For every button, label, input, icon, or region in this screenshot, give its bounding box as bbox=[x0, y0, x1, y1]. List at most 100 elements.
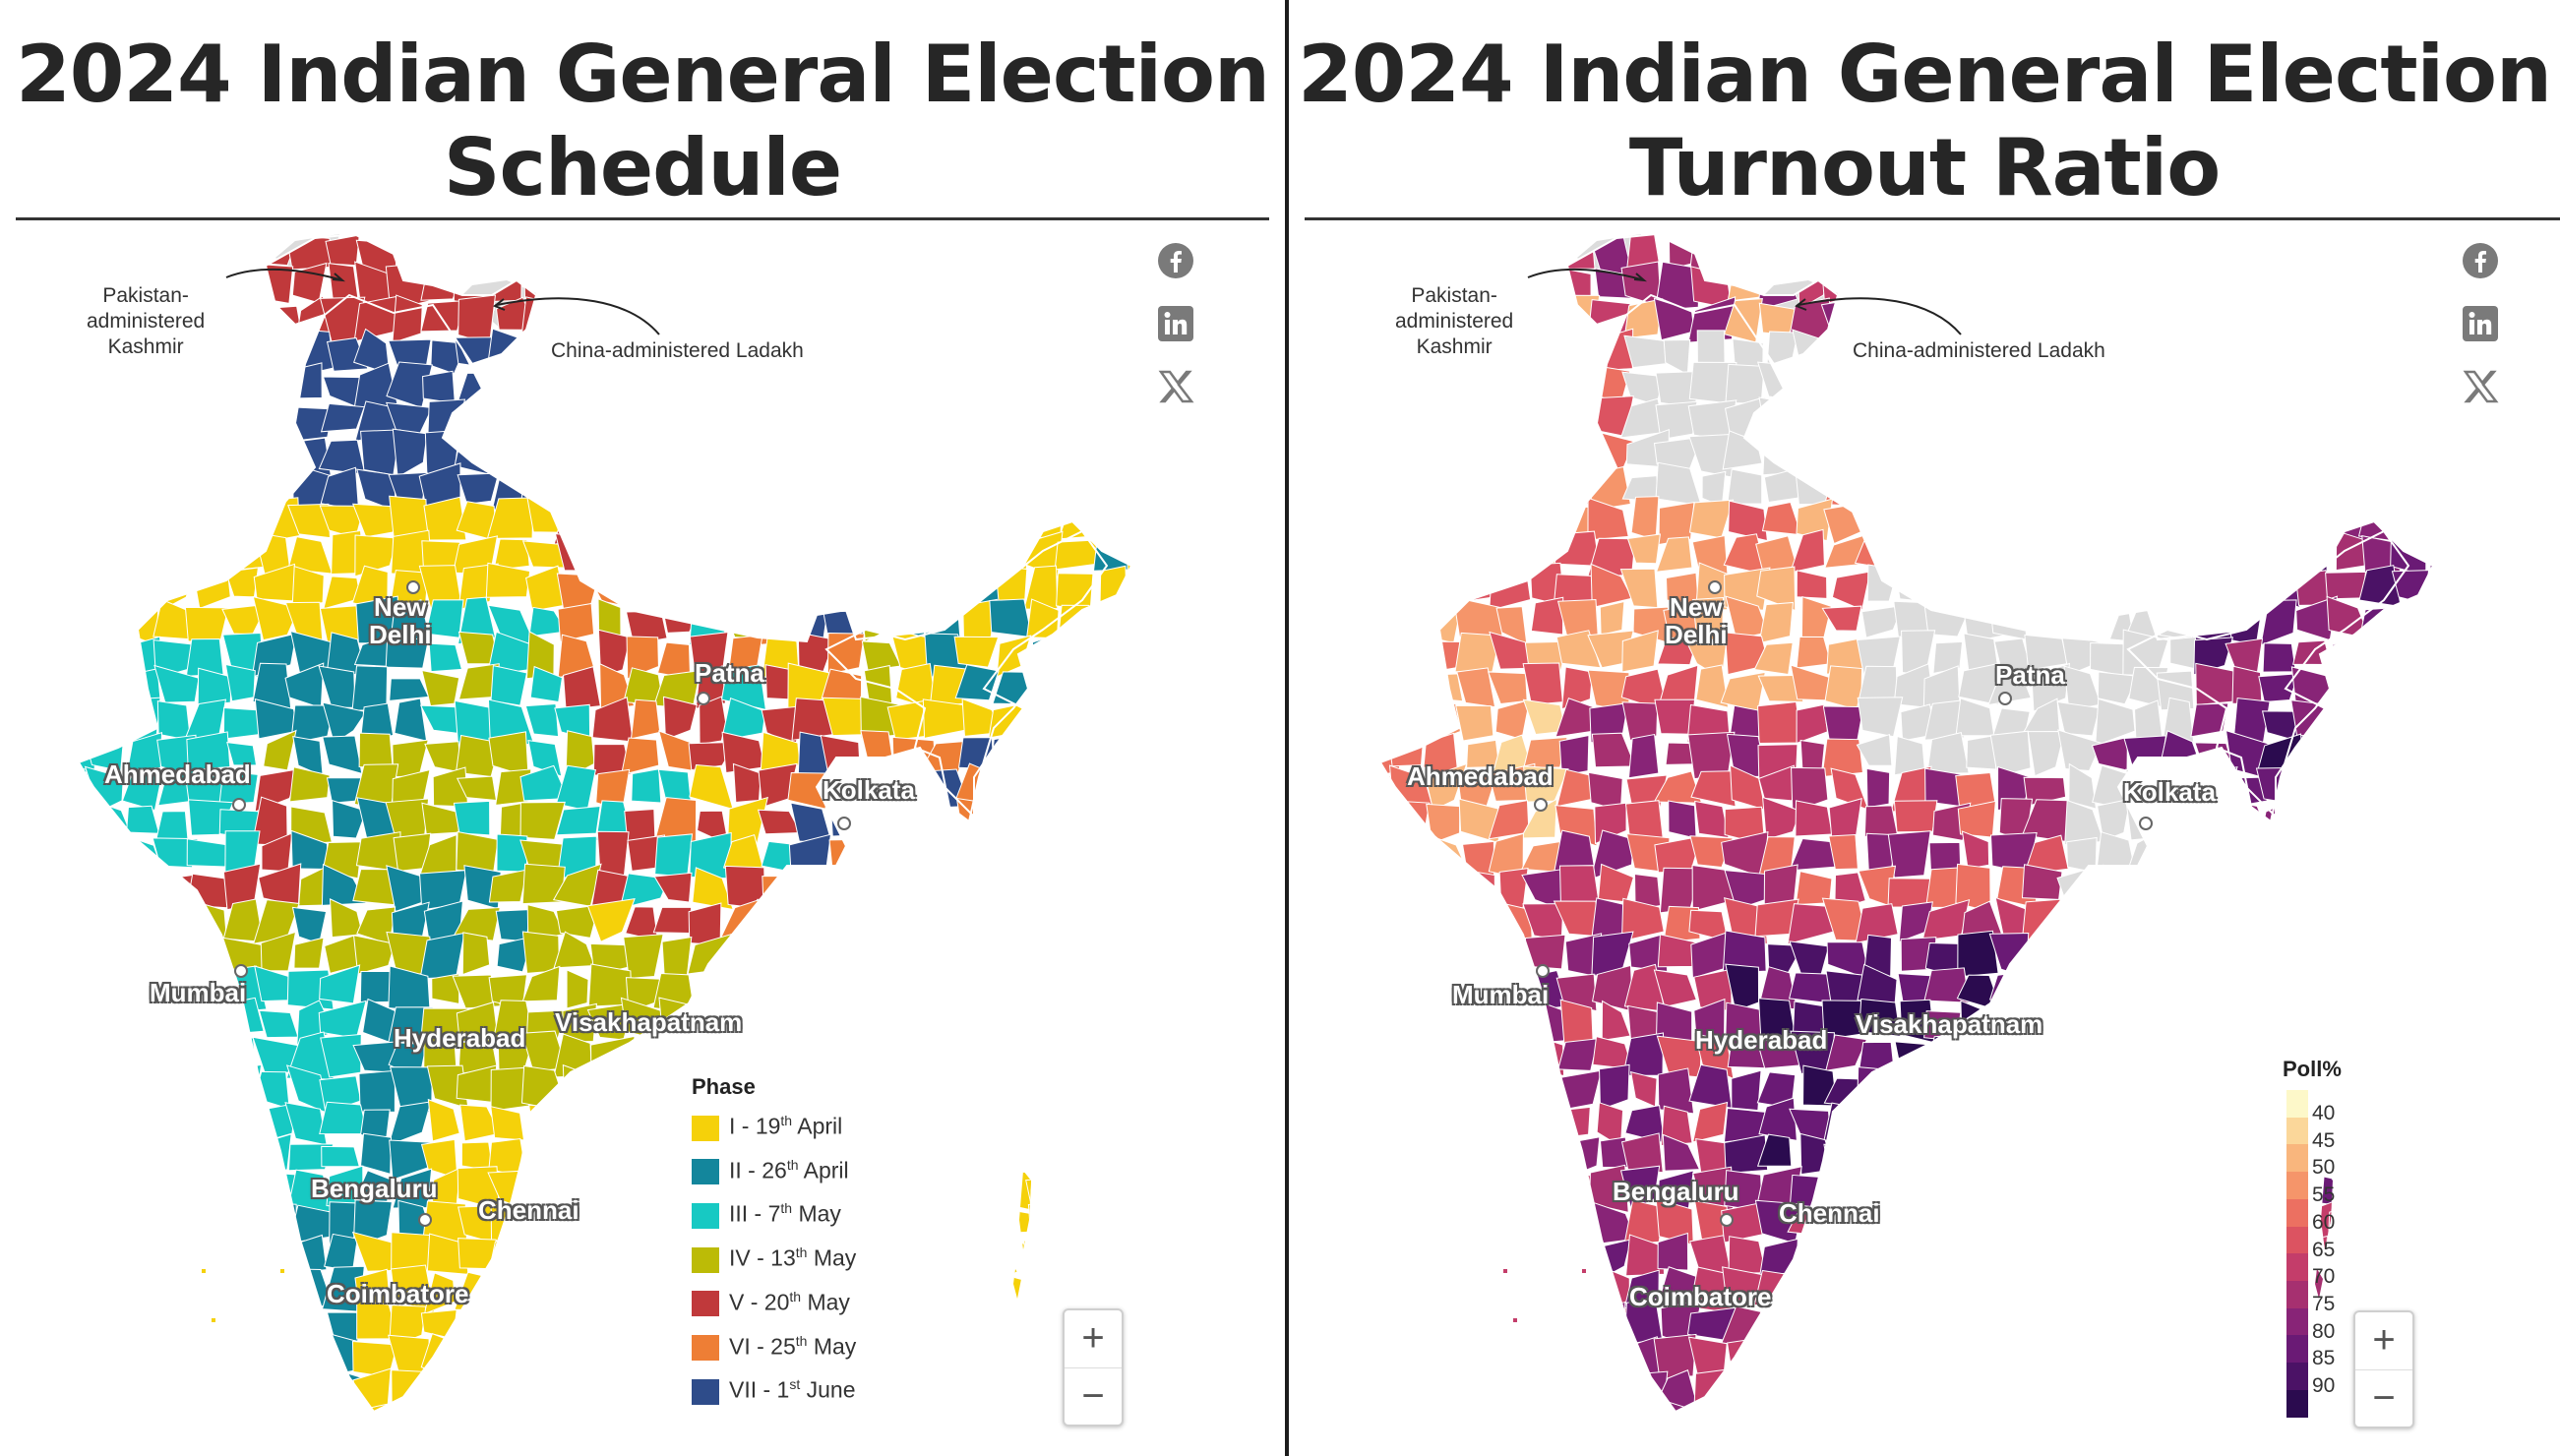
constituency bbox=[1419, 1268, 1465, 1304]
constituency bbox=[2357, 499, 2407, 543]
zoom-in-button[interactable]: + bbox=[2355, 1312, 2412, 1370]
zoom-out-button[interactable]: − bbox=[1081, 1374, 1105, 1418]
constituency bbox=[991, 1305, 1035, 1342]
constituency bbox=[1054, 1103, 1093, 1148]
constituency bbox=[1424, 1169, 1469, 1212]
constituency bbox=[2165, 997, 2198, 1036]
turnout-map[interactable] bbox=[1289, 220, 2560, 1456]
constituency bbox=[922, 698, 969, 739]
constituency bbox=[1693, 1367, 1737, 1412]
constituency bbox=[318, 665, 356, 708]
constituency bbox=[1419, 1105, 1465, 1147]
constituency bbox=[928, 1237, 969, 1273]
constituency bbox=[2425, 963, 2433, 1013]
constituency bbox=[1024, 400, 1067, 434]
constituency bbox=[2129, 234, 2168, 277]
constituency bbox=[1619, 1165, 1661, 1212]
constituency bbox=[1988, 970, 2031, 1001]
constituency bbox=[351, 665, 389, 711]
constituency bbox=[928, 438, 963, 475]
constituency bbox=[255, 1299, 297, 1343]
constituency bbox=[958, 1341, 996, 1380]
constituency bbox=[1821, 1400, 1861, 1412]
constituency bbox=[319, 964, 361, 1004]
schedule-map[interactable] bbox=[0, 220, 1285, 1456]
phase-legend-item: III - 7th May bbox=[692, 1200, 841, 1230]
constituency bbox=[2160, 1134, 2198, 1180]
constituency bbox=[1487, 931, 1527, 974]
constituency bbox=[485, 562, 531, 598]
constituency bbox=[1966, 1370, 1994, 1412]
constituency bbox=[2324, 235, 2365, 269]
constituency bbox=[2193, 503, 2237, 533]
zoom-in-button[interactable]: + bbox=[1065, 1310, 1122, 1368]
constituency bbox=[2161, 1232, 2202, 1281]
poll-color-step bbox=[2286, 1226, 2308, 1255]
constituency bbox=[2290, 438, 2328, 478]
constituency bbox=[1925, 1066, 1960, 1112]
constituency bbox=[1520, 234, 1565, 270]
constituency bbox=[1860, 604, 1904, 638]
constituency bbox=[227, 471, 265, 509]
constituency bbox=[1522, 1074, 1562, 1110]
constituency bbox=[2157, 396, 2204, 437]
constituency bbox=[1068, 966, 1103, 1011]
constituency bbox=[1995, 433, 2034, 479]
constituency bbox=[991, 968, 1029, 1013]
constituency bbox=[1557, 404, 1603, 446]
constituency bbox=[2163, 901, 2206, 944]
island bbox=[1513, 1318, 1517, 1322]
constituency bbox=[954, 969, 1003, 1009]
linkedin-icon[interactable] bbox=[2462, 305, 2499, 342]
constituency bbox=[2294, 402, 2339, 442]
constituency bbox=[1386, 909, 1434, 940]
constituency bbox=[1989, 362, 2036, 409]
constituency bbox=[1654, 261, 1701, 311]
constituency bbox=[1454, 473, 1496, 506]
constituency bbox=[496, 833, 528, 873]
constituency bbox=[1487, 1372, 1529, 1412]
facebook-icon[interactable] bbox=[2462, 242, 2499, 279]
constituency bbox=[590, 1233, 635, 1269]
constituency bbox=[2134, 699, 2164, 742]
constituency bbox=[1860, 1108, 1900, 1148]
constituency bbox=[2131, 533, 2168, 576]
constituency bbox=[1088, 430, 1129, 471]
constituency bbox=[91, 234, 130, 267]
constituency bbox=[318, 1400, 361, 1412]
constituency bbox=[457, 472, 500, 505]
constituency bbox=[2128, 866, 2168, 905]
linkedin-icon[interactable] bbox=[1157, 305, 1194, 342]
constituency bbox=[2129, 1171, 2169, 1213]
constituency bbox=[933, 1066, 966, 1114]
constituency bbox=[2023, 367, 2069, 409]
constituency bbox=[988, 429, 1034, 474]
constituency bbox=[2230, 234, 2259, 278]
constituency bbox=[860, 337, 892, 379]
constituency bbox=[1123, 1272, 1131, 1302]
constituency bbox=[2290, 764, 2332, 807]
constituency bbox=[1380, 399, 1392, 441]
constituency bbox=[1380, 977, 1401, 1005]
constituency bbox=[2438, 1144, 2465, 1166]
constituency bbox=[2057, 1130, 2105, 1171]
zoom-out-button[interactable]: − bbox=[2372, 1376, 2396, 1420]
constituency bbox=[1380, 900, 1398, 943]
constituency bbox=[587, 431, 637, 477]
x-twitter-icon[interactable] bbox=[1157, 368, 1194, 405]
constituency bbox=[2097, 671, 2139, 705]
constituency bbox=[1390, 1234, 1427, 1279]
constituency bbox=[2297, 234, 2334, 272]
constituency bbox=[1397, 507, 1434, 537]
constituency bbox=[2165, 935, 2203, 979]
constituency bbox=[360, 1132, 393, 1175]
constituency bbox=[521, 965, 561, 1002]
constituency bbox=[252, 331, 288, 369]
constituency bbox=[186, 1242, 227, 1280]
constituency bbox=[1922, 1334, 1966, 1381]
facebook-icon[interactable] bbox=[1157, 242, 1194, 279]
constituency bbox=[2234, 467, 2272, 512]
constituency bbox=[552, 1238, 599, 1282]
constituency bbox=[2189, 998, 2233, 1048]
x-twitter-icon[interactable] bbox=[2462, 368, 2499, 405]
